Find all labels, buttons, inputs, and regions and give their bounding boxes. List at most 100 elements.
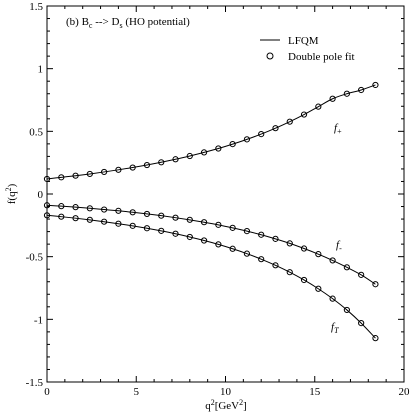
data-point bbox=[258, 256, 265, 263]
data-point bbox=[286, 269, 293, 276]
data-point bbox=[372, 281, 379, 288]
data-point bbox=[172, 214, 179, 221]
data-point bbox=[129, 164, 136, 171]
data-point bbox=[272, 262, 279, 269]
data-point bbox=[358, 86, 365, 94]
data-point bbox=[243, 250, 251, 257]
series-label-fplus: f+ bbox=[334, 122, 342, 136]
data-point bbox=[200, 219, 208, 226]
data-point bbox=[172, 230, 179, 237]
series-layer bbox=[43, 81, 379, 342]
data-point bbox=[158, 212, 165, 219]
data-point bbox=[86, 170, 93, 178]
y-axis-label: f(q2) bbox=[4, 183, 18, 204]
data-point bbox=[343, 264, 350, 271]
y-tick-label: 1 bbox=[38, 64, 44, 76]
data-point bbox=[300, 245, 308, 252]
data-point bbox=[372, 335, 379, 342]
data-point bbox=[358, 271, 365, 278]
data-point bbox=[215, 221, 222, 228]
data-point bbox=[258, 231, 265, 238]
data-point bbox=[58, 174, 65, 181]
data-point bbox=[300, 111, 308, 118]
chart-title: (b) Bc --> Ds (HO potential) bbox=[66, 16, 190, 30]
data-point bbox=[200, 149, 208, 156]
x-tick-label: 0 bbox=[44, 386, 50, 398]
data-point bbox=[186, 152, 193, 160]
y-tick-label: 0.5 bbox=[29, 126, 43, 138]
data-point bbox=[143, 225, 151, 232]
y-axis-ticks: -1.5 -1 -0.5 0 0.5 1 1.5 bbox=[26, 1, 404, 389]
data-point bbox=[215, 241, 222, 248]
data-point bbox=[101, 168, 108, 176]
data-point bbox=[229, 141, 236, 148]
data-point bbox=[115, 166, 122, 173]
data-point bbox=[315, 251, 322, 258]
data-point bbox=[58, 213, 65, 220]
x-tick-label: 10 bbox=[220, 386, 232, 398]
data-point bbox=[315, 285, 322, 292]
data-point bbox=[43, 175, 51, 183]
data-point bbox=[43, 212, 51, 219]
data-point bbox=[143, 161, 151, 169]
data-point bbox=[329, 257, 336, 264]
legend-circle-marker bbox=[266, 52, 274, 60]
data-point bbox=[86, 205, 93, 212]
x-tick-label: 20 bbox=[399, 386, 411, 398]
series-line-2 bbox=[46, 214, 376, 339]
x-tick-label: 5 bbox=[134, 386, 140, 398]
series-label-fminus: f- bbox=[336, 239, 342, 253]
x-tick-label: 15 bbox=[309, 386, 321, 398]
data-point bbox=[129, 209, 136, 216]
y-tick-label: -0.5 bbox=[26, 252, 44, 264]
y-tick-label: 0 bbox=[38, 189, 44, 201]
y-tick-label: -1 bbox=[34, 314, 43, 326]
series-line-0 bbox=[46, 84, 376, 180]
data-point bbox=[143, 210, 151, 218]
data-point bbox=[286, 240, 293, 247]
data-point bbox=[200, 237, 208, 244]
data-point bbox=[343, 306, 350, 314]
data-point bbox=[172, 156, 179, 163]
data-point bbox=[358, 319, 365, 327]
data-point bbox=[58, 203, 65, 210]
data-point bbox=[272, 235, 279, 242]
data-point bbox=[115, 220, 122, 227]
data-point bbox=[86, 216, 93, 223]
data-point bbox=[101, 218, 108, 225]
data-point bbox=[72, 204, 79, 211]
y-tick-label: 1.5 bbox=[29, 1, 43, 13]
data-point bbox=[229, 224, 236, 231]
data-point bbox=[343, 90, 350, 97]
data-point bbox=[243, 136, 251, 143]
data-point bbox=[315, 103, 322, 110]
data-point bbox=[158, 227, 165, 234]
data-point bbox=[300, 276, 308, 284]
data-point bbox=[258, 130, 265, 138]
data-point bbox=[286, 118, 293, 125]
data-point bbox=[229, 245, 236, 252]
series-line-1 bbox=[46, 204, 376, 285]
series-label-fT: fT bbox=[331, 321, 339, 335]
data-point bbox=[329, 295, 336, 302]
data-point bbox=[115, 207, 122, 214]
data-point bbox=[72, 215, 79, 222]
legend-label-fit: Double pole fit bbox=[288, 51, 355, 63]
data-point bbox=[329, 95, 336, 102]
data-point bbox=[43, 202, 51, 209]
legend: LFQM Double pole fit bbox=[260, 35, 355, 63]
x-axis-label: q2[GeV2] bbox=[205, 398, 247, 412]
data-point bbox=[243, 227, 251, 235]
x-axis-ticks: 0 5 10 15 20 bbox=[44, 6, 410, 398]
data-point bbox=[101, 206, 108, 213]
data-point bbox=[158, 159, 165, 166]
y-tick-label: -1.5 bbox=[26, 377, 44, 389]
data-point bbox=[215, 145, 222, 152]
legend-label-lfqm: LFQM bbox=[288, 35, 319, 47]
data-point bbox=[372, 81, 379, 89]
data-point bbox=[186, 216, 193, 223]
data-point bbox=[186, 233, 193, 241]
data-point bbox=[72, 172, 79, 179]
data-point bbox=[129, 222, 136, 229]
